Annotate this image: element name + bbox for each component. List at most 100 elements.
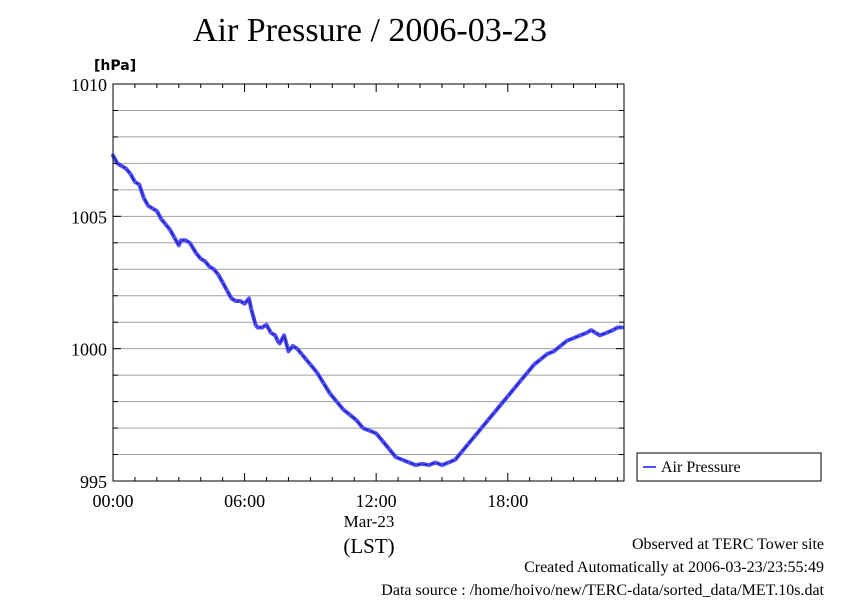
data-point	[234, 299, 237, 303]
axes-group: 995 1000 1005 1010 00:00 06:00 12:00 18:00	[71, 75, 624, 511]
data-point	[120, 164, 124, 168]
series-group	[111, 153, 624, 468]
data-point	[381, 440, 384, 443]
x-date-label: Mar-23	[344, 512, 395, 531]
data-point	[287, 350, 290, 353]
data-point	[260, 326, 264, 329]
data-point	[578, 334, 582, 337]
data-point	[309, 363, 312, 366]
data-point	[300, 352, 303, 356]
data-point	[348, 413, 352, 416]
data-point	[265, 323, 268, 326]
series-line	[112, 155, 622, 466]
data-point	[589, 328, 593, 332]
data-point	[368, 429, 371, 432]
data-point	[243, 302, 246, 305]
data-point	[414, 463, 417, 467]
data-point	[355, 418, 358, 422]
data-point	[453, 458, 457, 461]
data-point	[447, 461, 450, 464]
data-point	[276, 339, 279, 342]
data-point	[164, 223, 167, 226]
data-point	[342, 408, 345, 411]
data-point	[256, 326, 259, 329]
data-point	[328, 392, 332, 395]
data-point	[565, 339, 569, 342]
data-point	[473, 434, 477, 438]
data-point	[179, 239, 183, 242]
data-point	[605, 331, 608, 334]
data-point	[225, 289, 229, 292]
x-axis-label: (LST)	[343, 534, 394, 558]
data-point	[269, 331, 273, 334]
footer-created: Created Automatically at 2006-03-23/23:5…	[524, 559, 824, 576]
data-point	[401, 458, 404, 461]
data-point	[173, 236, 176, 239]
data-point	[274, 334, 277, 337]
data-point	[315, 371, 319, 374]
data-point	[559, 344, 562, 348]
data-point	[539, 358, 542, 361]
data-point	[620, 326, 623, 329]
data-point	[526, 371, 529, 374]
data-point	[142, 196, 145, 199]
data-point	[296, 347, 299, 350]
data-point	[221, 281, 224, 284]
data-point	[322, 381, 325, 385]
data-point	[493, 411, 496, 414]
data-point	[203, 260, 207, 263]
series-line-glow	[111, 153, 624, 468]
chart-title: Air Pressure / 2006-03-23	[192, 12, 548, 49]
data-point	[421, 462, 424, 465]
legend: Air Pressure	[636, 452, 822, 482]
data-point	[217, 273, 220, 276]
data-point	[254, 323, 257, 326]
data-point	[552, 350, 555, 353]
y-tick-label: 1000	[71, 340, 107, 360]
data-point	[184, 239, 187, 242]
data-point	[506, 395, 509, 398]
data-point	[500, 403, 503, 406]
data-point	[440, 463, 444, 467]
x-tick-label: 06:00	[224, 491, 265, 511]
data-point	[282, 334, 286, 337]
data-point	[129, 172, 132, 176]
y-tick-label: 995	[80, 472, 107, 492]
data-point	[361, 426, 365, 430]
y-axis-label: [hPa]	[94, 58, 136, 74]
data-point	[188, 241, 191, 244]
data-point	[177, 244, 180, 247]
data-point	[278, 342, 281, 345]
data-point	[616, 326, 619, 329]
data-point	[375, 432, 378, 435]
data-point	[532, 363, 536, 366]
data-point	[480, 426, 483, 430]
x-tick-label: 18:00	[487, 491, 528, 511]
data-point	[133, 180, 137, 184]
data-point	[546, 352, 549, 356]
data-point	[585, 331, 588, 334]
x-tick-label: 00:00	[92, 491, 133, 511]
y-tick-label: 1005	[71, 207, 107, 227]
data-point	[572, 336, 575, 340]
legend-label: Air Pressure	[661, 459, 741, 476]
data-point	[168, 228, 172, 231]
data-point	[394, 456, 398, 459]
data-point	[195, 252, 198, 255]
data-point	[467, 442, 470, 446]
data-point	[151, 207, 154, 210]
data-point	[407, 461, 411, 464]
data-point	[160, 217, 163, 221]
data-point	[138, 183, 141, 186]
data-point	[611, 328, 615, 332]
data-point	[460, 450, 463, 454]
data-point	[230, 297, 233, 300]
data-point	[146, 204, 150, 207]
footer-observed: Observed at TERC Tower site	[631, 536, 824, 553]
data-point	[250, 307, 253, 311]
data-point	[427, 463, 430, 467]
data-point	[304, 358, 308, 361]
data-point	[513, 387, 516, 390]
data-point	[199, 257, 202, 260]
